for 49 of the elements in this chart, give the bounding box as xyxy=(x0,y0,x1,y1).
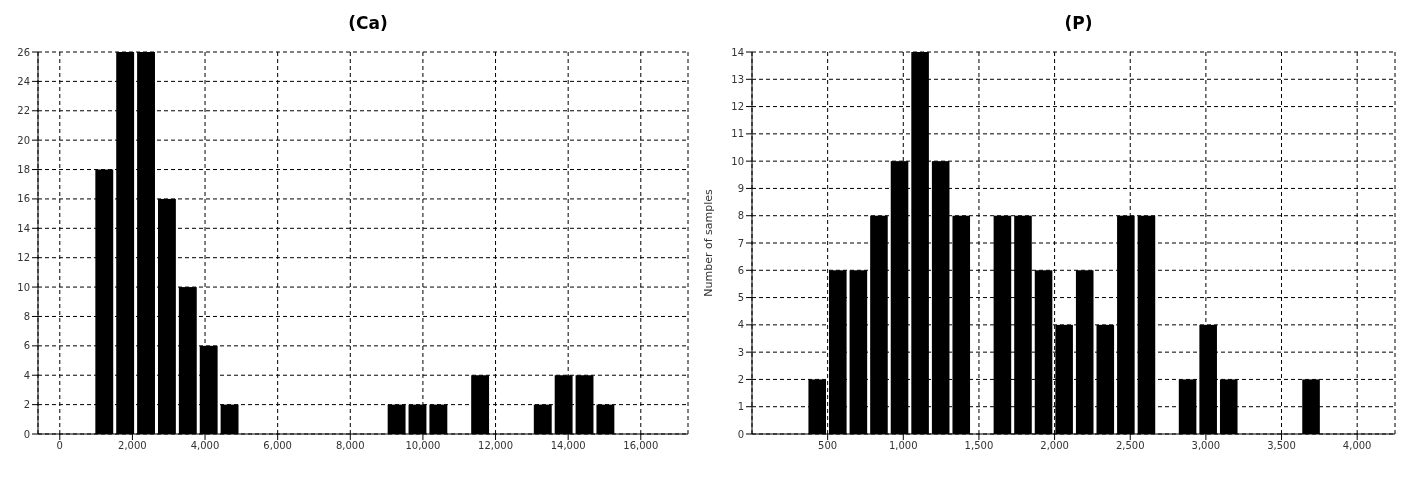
y-tick-label: 24 xyxy=(17,75,30,87)
x-tick-label: 2,000 xyxy=(118,440,147,452)
y-tick-label: 14 xyxy=(731,46,744,58)
y-tick-label: 11 xyxy=(731,128,744,140)
y-tick-label: 4 xyxy=(23,369,30,381)
y-tick-label: 9 xyxy=(737,182,744,194)
x-tick-label: 3,500 xyxy=(1267,440,1296,452)
y-tick-label: 16 xyxy=(17,193,30,205)
x-tick-label: 2,500 xyxy=(1115,440,1145,452)
chart-title: (Ca) xyxy=(347,12,389,35)
x-tick-label: 1,500 xyxy=(964,440,994,452)
x-tick-label: 14,000 xyxy=(550,440,586,452)
y-tick-label: 6 xyxy=(737,264,744,276)
x-tick-label: 4,000 xyxy=(190,440,220,452)
x-tick-label: 4,000 xyxy=(1342,440,1372,452)
y-tick-label: 3 xyxy=(737,346,744,358)
y-tick-label: 20 xyxy=(17,134,30,146)
y-tick-label: 2 xyxy=(23,399,30,411)
x-tick-label: 16,000 xyxy=(623,440,659,452)
y-tick-label: 2 xyxy=(737,373,744,385)
y-tick-label: 1 xyxy=(737,401,744,413)
y-tick-label: 12 xyxy=(17,252,30,264)
x-tick-label: 1,000 xyxy=(888,440,918,452)
y-tick-label: 7 xyxy=(737,237,744,249)
y-tick-label: 8 xyxy=(23,311,30,323)
x-tick-label: 6,000 xyxy=(263,440,292,452)
y-tick-label: 0 xyxy=(737,428,744,440)
x-tick-label: 3,000 xyxy=(1191,440,1221,452)
y-tick-label: 22 xyxy=(17,105,30,117)
y-axis-title: Number of samples xyxy=(701,188,715,297)
x-tick-label: 8,000 xyxy=(335,440,365,452)
y-tick-label: 10 xyxy=(17,281,30,293)
x-tick-label: 0 xyxy=(56,440,63,452)
y-tick-label: 8 xyxy=(737,210,744,222)
y-tick-label: 6 xyxy=(23,340,30,352)
y-tick-label: 13 xyxy=(731,73,744,85)
y-tick-label: 4 xyxy=(737,319,744,331)
y-tick-label: 14 xyxy=(17,222,30,234)
y-tick-label: 0 xyxy=(23,428,30,440)
chart-title: (P) xyxy=(1063,12,1094,35)
x-tick-label: 2,000 xyxy=(1040,440,1069,452)
y-tick-label: 10 xyxy=(731,155,744,167)
x-tick-label: 500 xyxy=(818,440,838,452)
x-tick-label: 12,000 xyxy=(478,440,514,452)
y-tick-label: 12 xyxy=(731,101,744,113)
y-tick-label: 26 xyxy=(17,46,30,58)
y-tick-label: 5 xyxy=(737,292,744,304)
x-tick-label: 10,000 xyxy=(405,440,441,452)
y-tick-label: 18 xyxy=(17,164,30,176)
